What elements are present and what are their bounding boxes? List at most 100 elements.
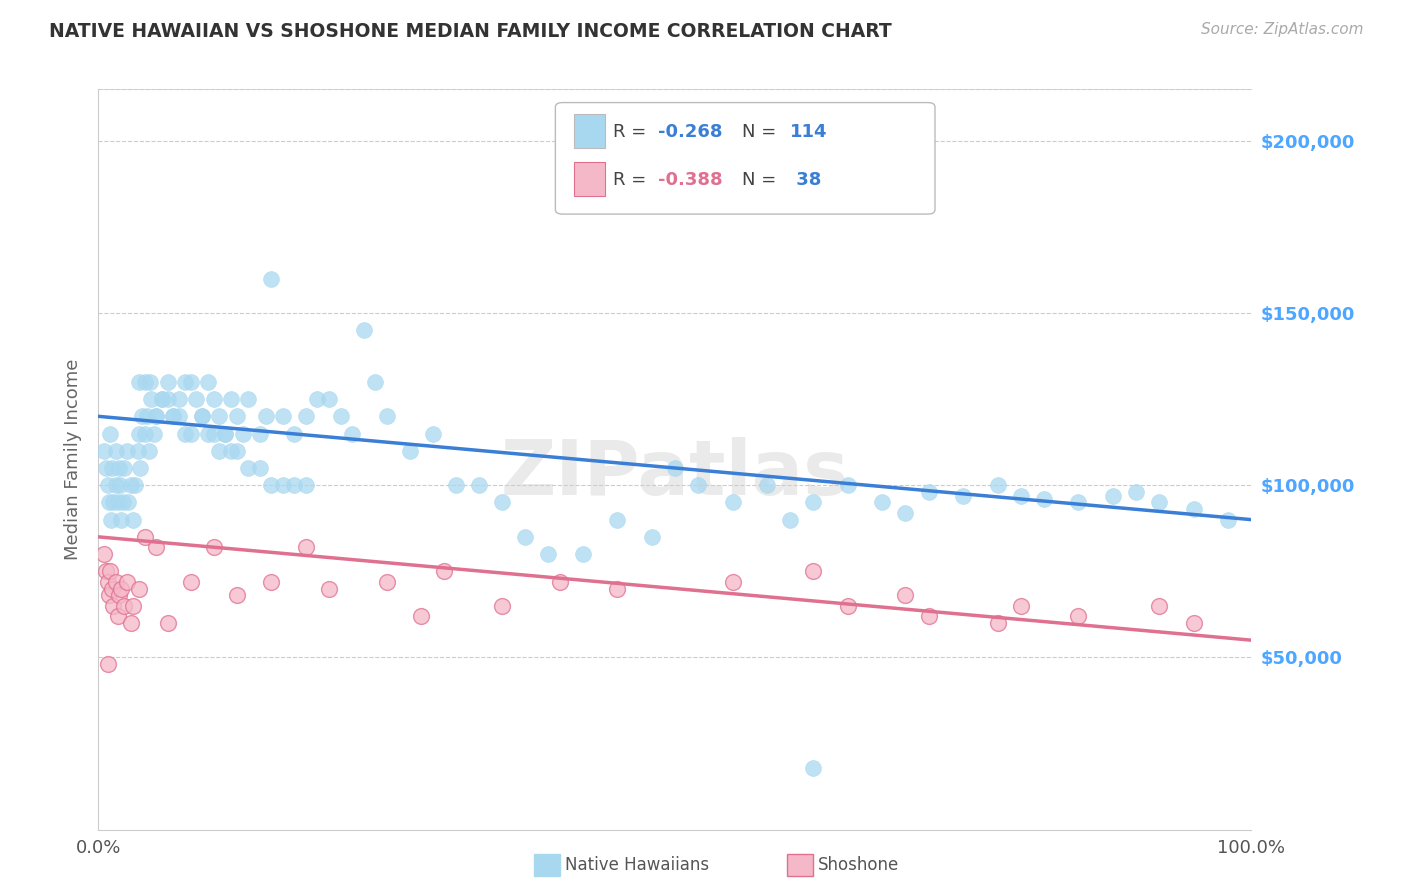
Point [110, 513, 132, 527]
Text: R =: R = [613, 171, 652, 189]
Point [117, 574, 139, 589]
Point [93, 443, 115, 458]
Point [117, 495, 139, 509]
Point [513, 530, 536, 544]
Point [375, 574, 398, 589]
Point [837, 599, 859, 613]
Point [96, 564, 118, 578]
Point [162, 409, 184, 424]
Point [260, 271, 283, 285]
Point [606, 582, 628, 596]
Point [238, 392, 260, 406]
Point [127, 443, 149, 458]
Point [98, 426, 121, 441]
Point [117, 443, 139, 458]
Point [283, 426, 305, 441]
Point [214, 426, 236, 441]
Point [162, 409, 184, 424]
Text: Shoshone: Shoshone [818, 856, 900, 874]
Text: Native Hawaiians: Native Hawaiians [565, 856, 710, 874]
Point [249, 426, 271, 441]
Point [124, 478, 146, 492]
Point [271, 478, 294, 492]
Point [548, 574, 571, 589]
Point [202, 540, 225, 554]
Point [150, 392, 173, 406]
Point [1067, 495, 1090, 509]
Point [231, 426, 254, 441]
Point [108, 461, 131, 475]
Point [174, 375, 197, 389]
Point [156, 375, 179, 389]
Point [225, 588, 247, 602]
Point [422, 426, 444, 441]
Point [260, 574, 283, 589]
Point [103, 599, 125, 613]
Point [837, 478, 859, 492]
Point [180, 574, 202, 589]
Text: -0.268: -0.268 [658, 123, 723, 141]
Point [141, 392, 163, 406]
Text: NATIVE HAWAIIAN VS SHOSHONE MEDIAN FAMILY INCOME CORRELATION CHART: NATIVE HAWAIIAN VS SHOSHONE MEDIAN FAMIL… [49, 22, 891, 41]
Point [202, 426, 225, 441]
Point [128, 426, 150, 441]
Text: N =: N = [742, 171, 782, 189]
Point [107, 609, 129, 624]
Text: N =: N = [742, 123, 782, 141]
Point [174, 426, 197, 441]
Point [97, 588, 120, 602]
Point [191, 409, 214, 424]
Point [97, 495, 120, 509]
Point [208, 409, 231, 424]
Point [96, 461, 118, 475]
Point [295, 540, 318, 554]
Point [142, 426, 165, 441]
Point [468, 478, 491, 492]
Y-axis label: Median Family Income: Median Family Income [63, 359, 82, 560]
Point [135, 409, 157, 424]
Point [131, 409, 153, 424]
Point [894, 588, 917, 602]
Point [801, 761, 824, 775]
Point [721, 495, 744, 509]
Point [491, 599, 513, 613]
Point [1147, 495, 1170, 509]
Point [987, 615, 1010, 630]
Point [801, 495, 824, 509]
Point [128, 375, 150, 389]
Point [1147, 599, 1170, 613]
Point [917, 609, 939, 624]
Point [111, 495, 134, 509]
Point [225, 409, 247, 424]
Point [97, 478, 120, 492]
Point [112, 461, 135, 475]
Point [364, 375, 387, 389]
Point [191, 409, 214, 424]
Point [318, 392, 340, 406]
Point [1010, 489, 1032, 503]
Point [219, 392, 242, 406]
Point [122, 513, 145, 527]
Point [1032, 491, 1054, 506]
Point [104, 443, 127, 458]
Point [120, 478, 142, 492]
Point [138, 443, 160, 458]
Text: Source: ZipAtlas.com: Source: ZipAtlas.com [1201, 22, 1364, 37]
Point [353, 323, 375, 337]
Point [872, 495, 894, 509]
Point [249, 461, 271, 475]
Point [128, 582, 150, 596]
Point [917, 485, 939, 500]
Point [318, 582, 340, 596]
Point [108, 588, 131, 602]
Point [134, 426, 156, 441]
Text: R =: R = [613, 123, 652, 141]
Point [1182, 615, 1205, 630]
Point [295, 409, 318, 424]
Point [952, 489, 974, 503]
Point [721, 574, 744, 589]
Point [112, 599, 135, 613]
Point [97, 574, 120, 589]
Point [411, 609, 433, 624]
Point [167, 392, 190, 406]
